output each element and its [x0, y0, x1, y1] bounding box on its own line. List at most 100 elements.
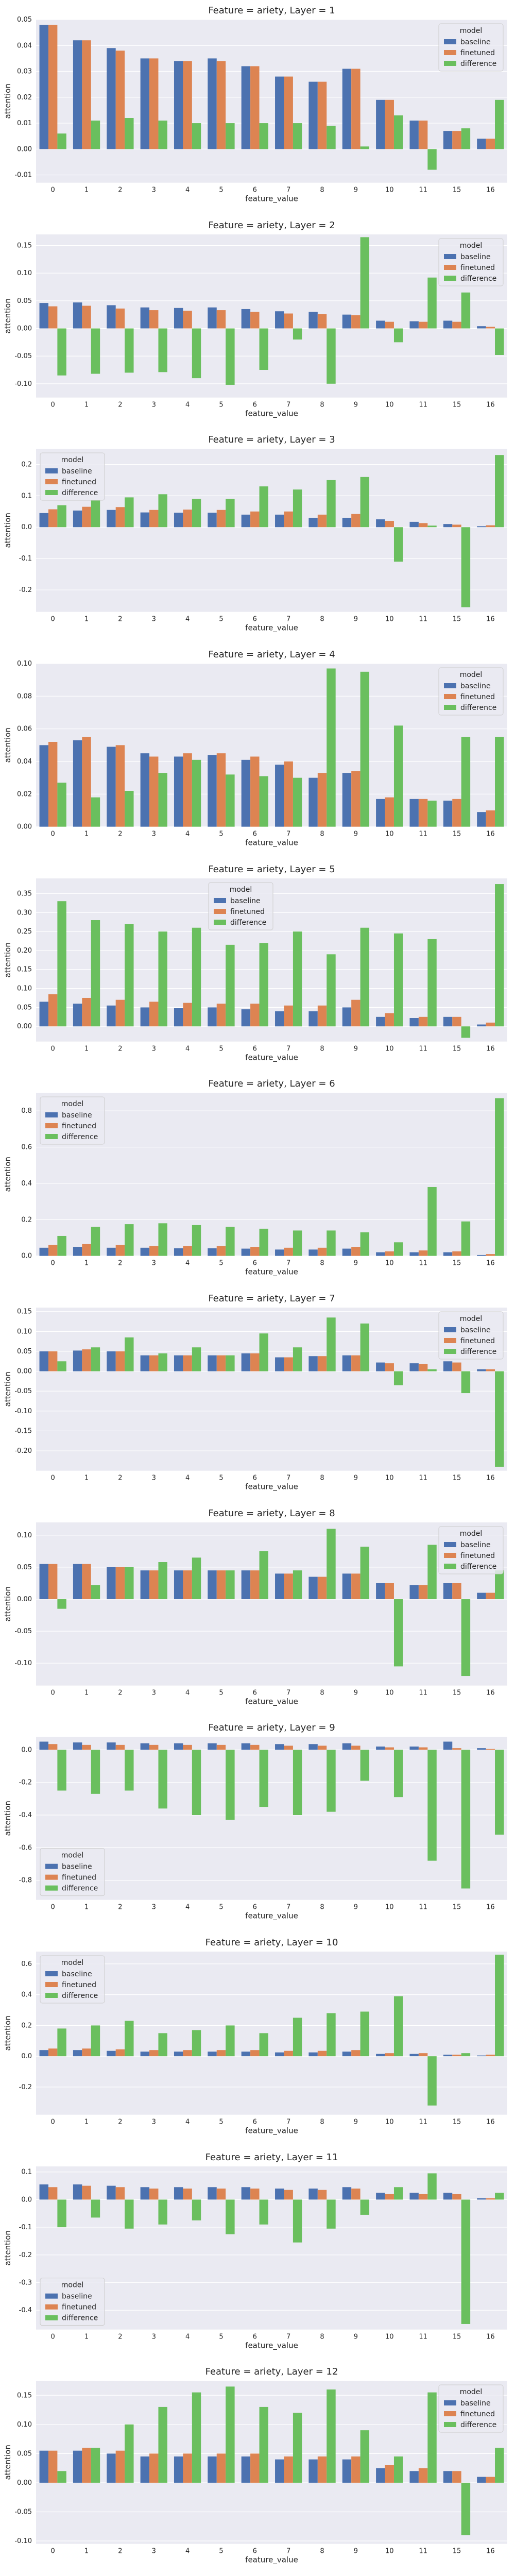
legend-swatch-difference	[444, 1564, 456, 1569]
legend-label-baseline: baseline	[62, 1863, 92, 1871]
bar-finetuned	[351, 2050, 360, 2057]
y-tick-label: 0.00	[17, 823, 32, 831]
bar-difference	[125, 924, 134, 1027]
bar-baseline	[308, 2188, 318, 2200]
legend-label-finetuned: finetuned	[460, 2410, 495, 2418]
bar-finetuned	[418, 523, 428, 528]
x-tick-label: 16	[486, 1260, 495, 1267]
bar-finetuned	[486, 1254, 495, 1256]
legend: model baseline finetuned difference	[438, 1526, 504, 1574]
bar-baseline	[241, 1353, 251, 1371]
x-tick-label: 5	[219, 1045, 223, 1053]
x-tick-label: 9	[354, 831, 358, 838]
x-tick-label: 9	[354, 1045, 358, 1053]
x-tick-label: 10	[385, 2333, 394, 2341]
legend-label-difference: difference	[62, 489, 98, 497]
x-tick-label: 11	[419, 187, 427, 194]
y-tick-label: 0.1	[21, 492, 32, 500]
x-tick-label: 2	[118, 401, 122, 409]
x-tick-label: 11	[419, 1689, 427, 1697]
x-tick-label: 16	[486, 2119, 495, 2126]
bar-finetuned	[82, 1244, 91, 1256]
bar-baseline	[308, 1356, 318, 1371]
x-axis-label: feature_value	[245, 1697, 298, 1707]
bar-finetuned	[418, 2194, 428, 2200]
x-tick-label: 7	[286, 2119, 290, 2126]
legend-title: model	[61, 1959, 84, 1967]
bar-difference	[293, 1570, 302, 1600]
bar-baseline	[308, 517, 318, 528]
x-tick-label: 9	[354, 2119, 358, 2126]
legend-swatch-baseline	[45, 468, 58, 473]
bar-finetuned	[317, 2190, 327, 2200]
legend-swatch-finetuned	[444, 694, 456, 699]
bar-baseline	[409, 2471, 419, 2483]
bar-baseline	[342, 1007, 352, 1027]
legend-box	[40, 1096, 105, 1145]
bar-baseline	[208, 513, 217, 528]
bar-baseline	[409, 1747, 419, 1750]
y-tick-label: 0.30	[17, 909, 32, 917]
legend-title: model	[61, 1852, 84, 1860]
bar-finetuned	[418, 1747, 428, 1750]
bar-baseline	[241, 514, 251, 528]
bar-difference	[91, 1347, 100, 1371]
bar-finetuned	[351, 1745, 360, 1750]
legend: model baseline finetuned difference	[40, 1096, 105, 1145]
bar-baseline	[275, 1357, 284, 1371]
chart-title: Feature = ariety, Layer = 12	[205, 2366, 338, 2377]
x-tick-label: 0	[51, 187, 55, 194]
x-tick-label: 5	[219, 1689, 223, 1697]
x-tick-label: 2	[118, 2333, 122, 2341]
legend-swatch-finetuned	[45, 1982, 58, 1987]
bar-finetuned	[351, 315, 360, 329]
bar-baseline	[409, 1018, 419, 1027]
legend-title: model	[61, 2281, 84, 2290]
bar-difference	[259, 1228, 268, 1256]
bar-baseline	[241, 1248, 251, 1256]
x-tick-label: 8	[320, 831, 324, 838]
y-tick-label: 0.2	[21, 2022, 32, 2029]
x-tick-label: 3	[152, 1904, 156, 1911]
legend-label-baseline: baseline	[62, 467, 92, 476]
bar-difference	[293, 777, 302, 827]
bar-finetuned	[385, 521, 394, 528]
bar-baseline	[342, 2052, 352, 2057]
x-tick-label: 15	[453, 2333, 461, 2341]
x-tick-label: 3	[152, 401, 156, 409]
chart-title: Feature = ariety, Layer = 8	[208, 1508, 335, 1519]
bar-baseline	[477, 1024, 486, 1027]
legend: model baseline finetuned difference	[438, 2384, 504, 2433]
legend-title: model	[61, 1100, 84, 1108]
y-tick-label: -0.4	[19, 1811, 32, 1819]
x-tick-label: 16	[486, 1689, 495, 1697]
x-tick-label: 0	[51, 401, 55, 409]
bar-difference	[393, 725, 403, 827]
y-tick-label: -0.4	[19, 2307, 32, 2314]
bar-finetuned	[351, 1247, 360, 1256]
bar-finetuned	[284, 2050, 293, 2057]
x-tick-label: 10	[385, 1475, 394, 1482]
chart-panel: 0.0 0.2 0.4 0.6 0.8 0 1 2 3 4 5 6 7 8 9 10 11 15 16 Feature…	[3, 1078, 507, 1277]
bar-difference	[57, 2471, 66, 2483]
legend-swatch-baseline	[444, 39, 456, 44]
bar-difference	[495, 1570, 504, 1600]
bar-difference	[259, 943, 268, 1027]
x-tick-label: 3	[152, 2119, 156, 2126]
bar-difference	[427, 1750, 437, 1861]
x-tick-label: 15	[453, 2548, 461, 2555]
bar-finetuned	[183, 1003, 192, 1027]
x-tick-label: 11	[419, 401, 427, 409]
x-tick-label: 5	[219, 616, 223, 623]
legend-label-baseline: baseline	[460, 1326, 491, 1334]
legend-box	[438, 667, 504, 716]
bar-difference	[57, 328, 66, 376]
bar-difference	[259, 123, 268, 149]
x-tick-label: 4	[185, 1045, 190, 1053]
x-tick-label: 8	[320, 1045, 324, 1053]
chart-panel: -0.10 -0.05 0.00 0.05 0.10 0.15 0 1 2 3 4 5 6 7 8 9 10 11…	[3, 2366, 507, 2565]
chart-title: Feature = ariety, Layer = 6	[208, 1078, 335, 1089]
legend-box	[40, 1955, 105, 2004]
bar-baseline	[342, 69, 352, 149]
bar-difference	[158, 1562, 167, 1600]
